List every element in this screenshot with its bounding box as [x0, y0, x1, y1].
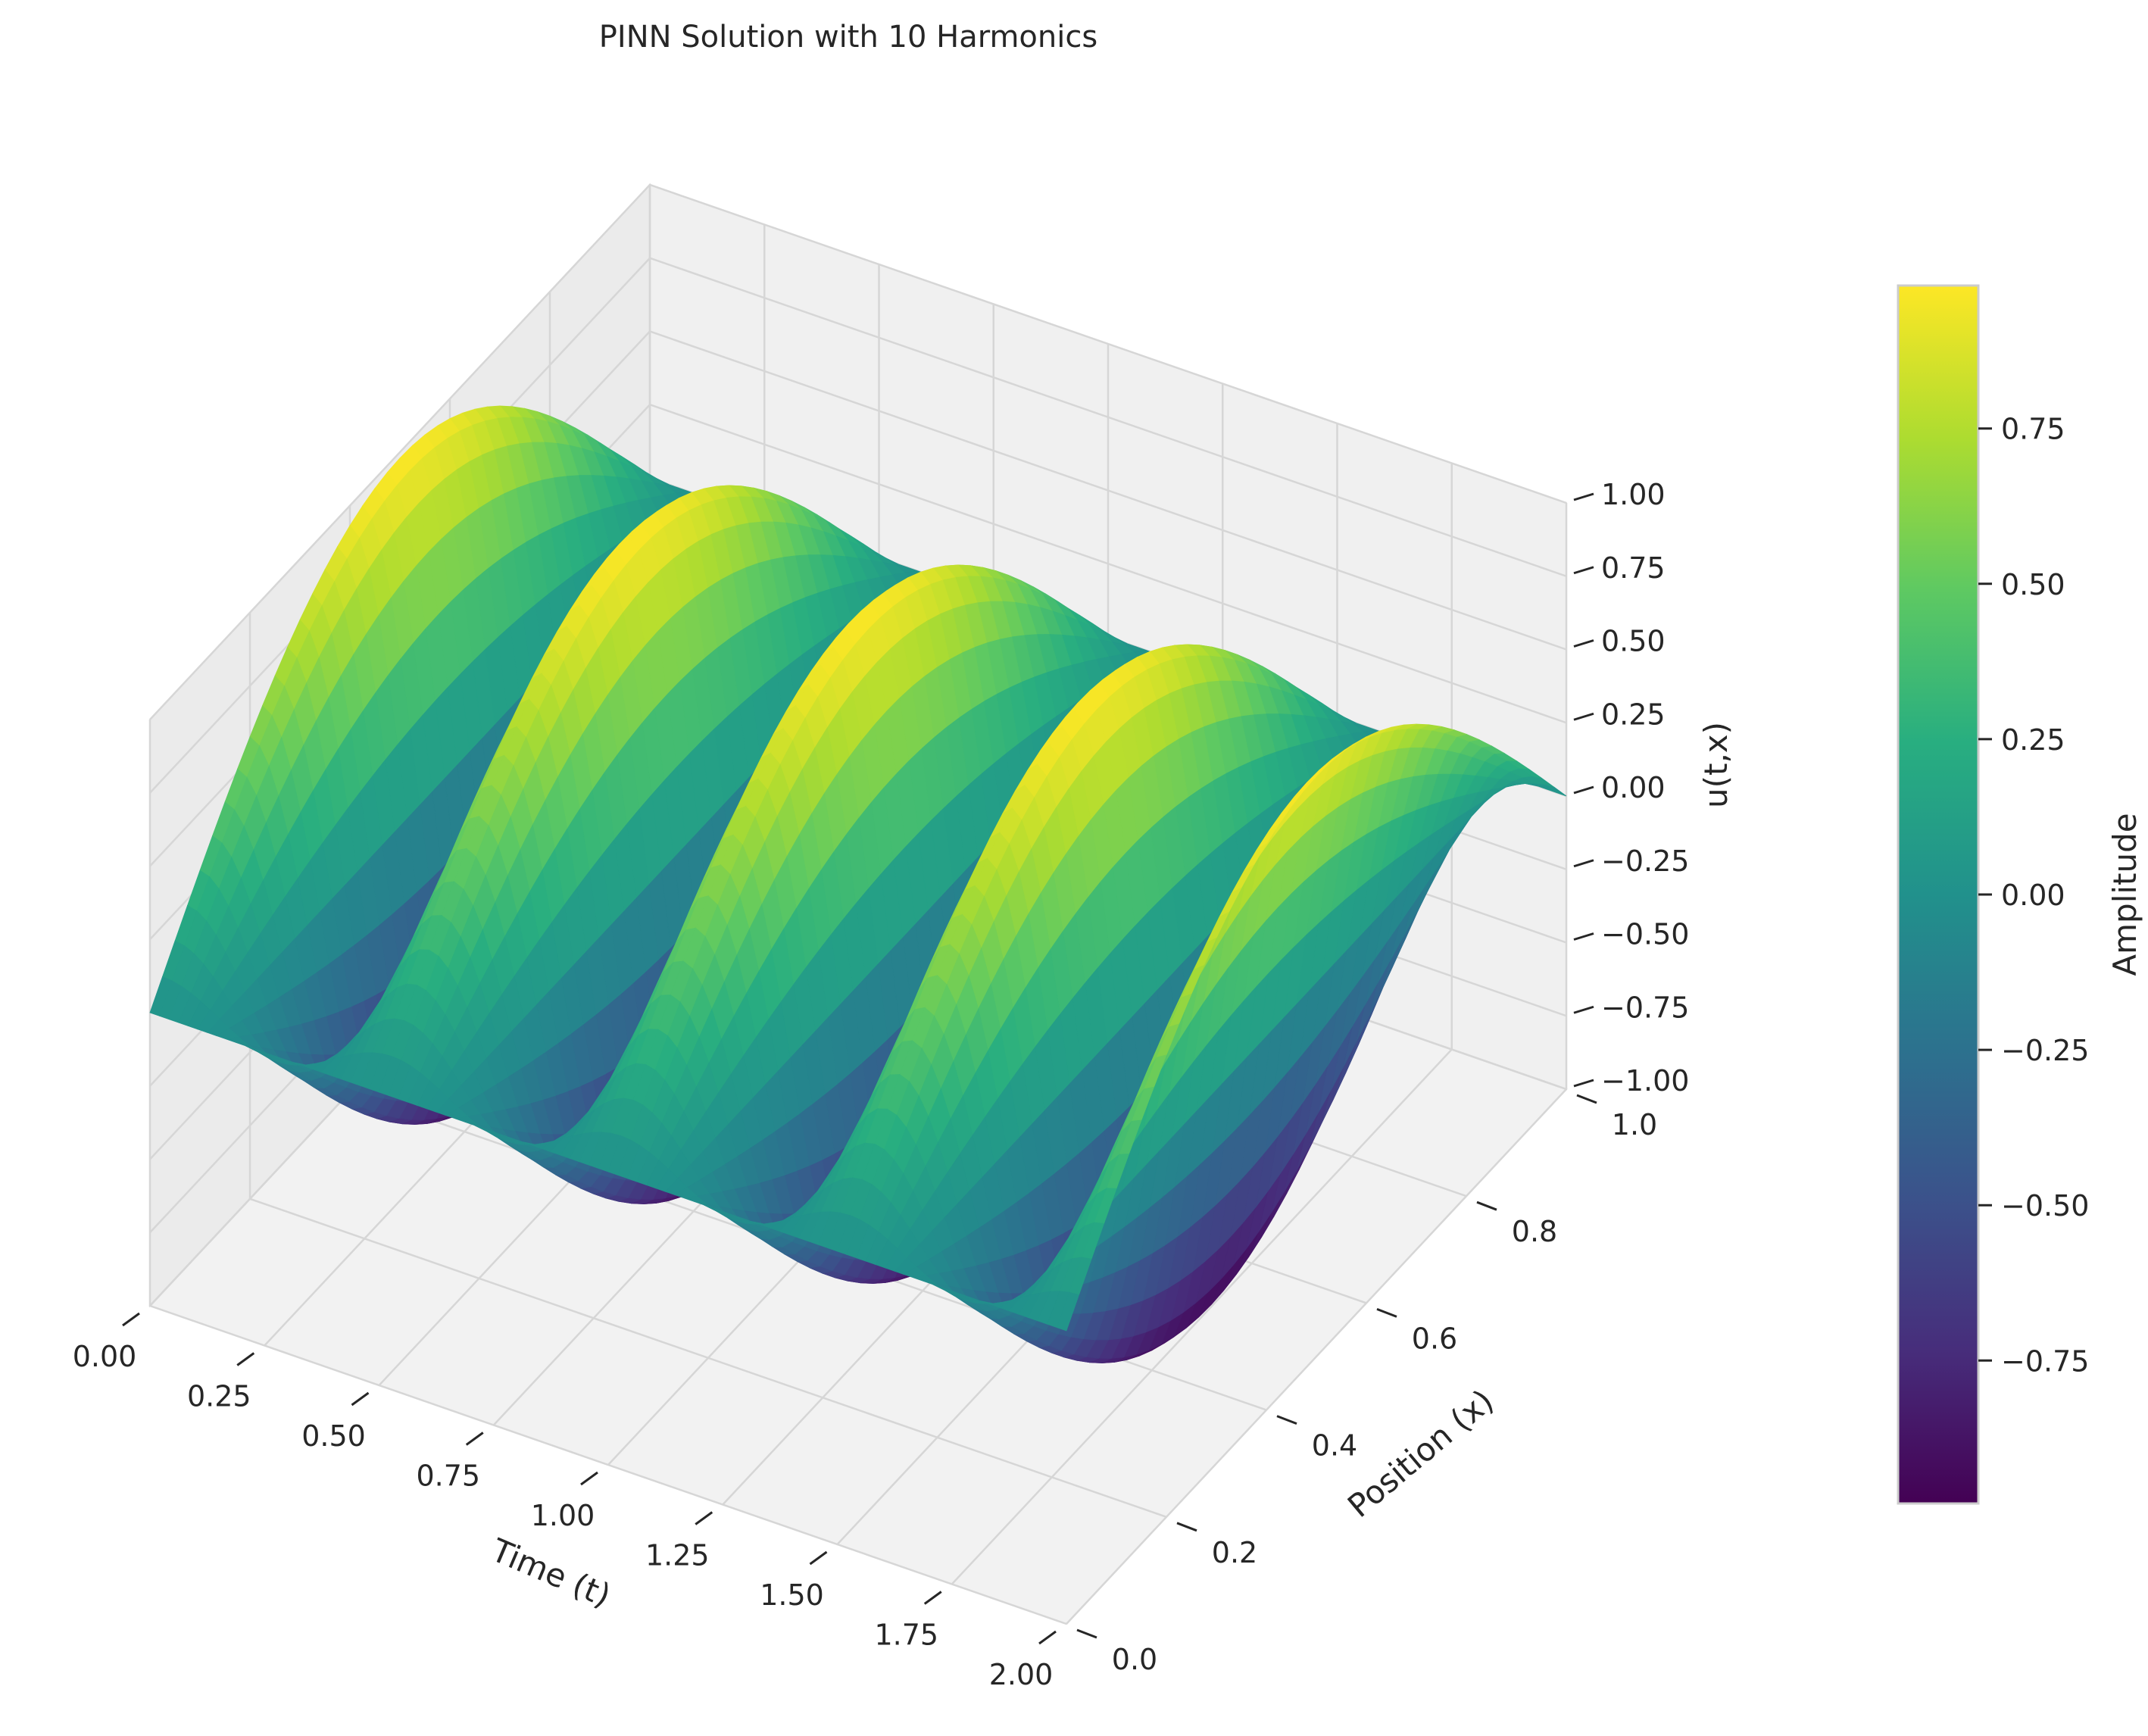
y-tick-label: 1.0	[1612, 1108, 1657, 1141]
gridline-z	[149, 183, 1567, 720]
z-tick-mark	[1573, 1079, 1594, 1088]
axes-ticks: 0.000.250.500.751.001.251.501.752.00 0.00…	[73, 478, 1690, 1691]
y-tick-mark	[1376, 1308, 1397, 1318]
x-tick-label: 0.75	[416, 1460, 480, 1493]
z-tick-label: −0.75	[1601, 991, 1689, 1024]
z-tick-mark	[1573, 1005, 1594, 1014]
y-tick-label: 0.2	[1212, 1536, 1257, 1569]
colorbar-tick-label: 0.25	[2001, 723, 2065, 757]
x-tick-label: 0.50	[301, 1419, 366, 1453]
z-tick-label: −0.50	[1601, 918, 1689, 951]
z-tick-mark	[1573, 859, 1594, 868]
y-tick-label: 0.8	[1512, 1215, 1557, 1248]
x-tick-mark	[923, 1591, 942, 1605]
x-tick-label: 1.00	[531, 1499, 595, 1532]
z-tick-mark	[1573, 785, 1594, 795]
x-tick-mark	[122, 1312, 140, 1327]
y-tick-label: 0.6	[1412, 1322, 1457, 1355]
colorbar-tick-label: 0.75	[2001, 413, 2065, 446]
x-tick-mark	[236, 1352, 255, 1366]
z-axis-label: u(t,x)	[1697, 722, 1734, 808]
colorbar-tick-label: −0.50	[2001, 1189, 2089, 1222]
y-tick-mark	[1076, 1628, 1097, 1639]
z-tick-label: 0.25	[1601, 698, 1666, 731]
y-tick-mark	[1176, 1522, 1197, 1532]
x-tick-mark	[351, 1391, 370, 1407]
y-axis-label: Position (x)	[1341, 1382, 1500, 1525]
colorbar-tick-label: 0.50	[2001, 568, 2065, 601]
x-tick-label: 0.25	[187, 1380, 251, 1413]
z-tick-mark	[1573, 712, 1594, 721]
z-tick-label: −0.25	[1601, 845, 1689, 878]
z-tick-label: 0.50	[1601, 625, 1666, 658]
z-tick-label: −1.00	[1601, 1064, 1689, 1097]
x-tick-mark	[809, 1550, 828, 1566]
y-tick-mark	[1576, 1094, 1597, 1104]
z-tick-label: 0.75	[1601, 551, 1666, 585]
colorbar-gradient	[1897, 284, 1980, 1505]
surface-patch	[1056, 1291, 1080, 1332]
z-tick-mark	[1573, 639, 1594, 648]
x-axis-label: Time (t)	[485, 1531, 616, 1614]
x-tick-label: 2.00	[989, 1658, 1054, 1691]
x-tick-mark	[465, 1432, 484, 1446]
y-tick-mark	[1276, 1415, 1297, 1425]
surface-plot	[149, 405, 1567, 1363]
z-tick-mark	[1573, 492, 1594, 501]
x-tick-mark	[580, 1471, 598, 1486]
x-tick-label: 0.00	[73, 1340, 137, 1373]
x-tick-mark	[695, 1511, 713, 1525]
y-tick-mark	[1476, 1201, 1497, 1211]
x-tick-mark	[1038, 1630, 1057, 1645]
colorbar-ticks: −0.75 −0.50 −0.25 0.00 0.25 0.50 0.75	[1978, 413, 2089, 1378]
z-tick-label: 0.00	[1601, 771, 1666, 804]
colorbar: −0.75 −0.50 −0.25 0.00 0.25 0.50 0.75 Amplitud…	[1897, 284, 2143, 1505]
colorbar-label: Amplitude	[2106, 813, 2143, 976]
colorbar-tick-label: −0.25	[2001, 1034, 2089, 1067]
x-tick-label: 1.75	[874, 1619, 938, 1652]
y-tick-label: 0.0	[1112, 1643, 1157, 1676]
colorbar-tick-label: −0.75	[2001, 1344, 2089, 1378]
z-tick-mark	[1573, 566, 1594, 575]
y-tick-label: 0.4	[1312, 1429, 1357, 1463]
colorbar-tick-label: 0.00	[2001, 879, 2065, 912]
chart-title: PINN Solution with 10 Harmonics	[599, 20, 1097, 55]
x-tick-label: 1.50	[760, 1578, 824, 1612]
z-tick-label: 1.00	[1601, 478, 1666, 511]
z-tick-mark	[1573, 932, 1594, 941]
x-tick-label: 1.25	[645, 1539, 710, 1572]
